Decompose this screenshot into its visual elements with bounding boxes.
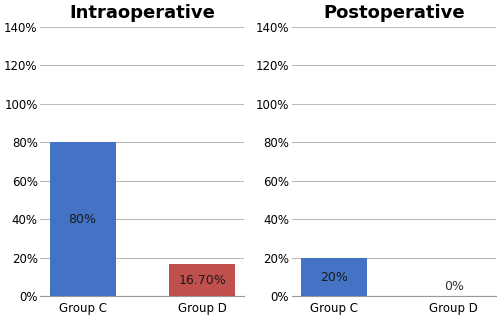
Bar <box>50 142 116 296</box>
Title: Postoperative: Postoperative <box>323 4 464 22</box>
Bar <box>301 258 367 296</box>
Text: 80%: 80% <box>68 213 96 226</box>
Text: 16.70%: 16.70% <box>178 274 226 287</box>
Text: 20%: 20% <box>320 271 348 284</box>
Text: 0%: 0% <box>444 280 464 293</box>
Title: Intraoperative: Intraoperative <box>70 4 216 22</box>
Bar <box>170 264 235 296</box>
